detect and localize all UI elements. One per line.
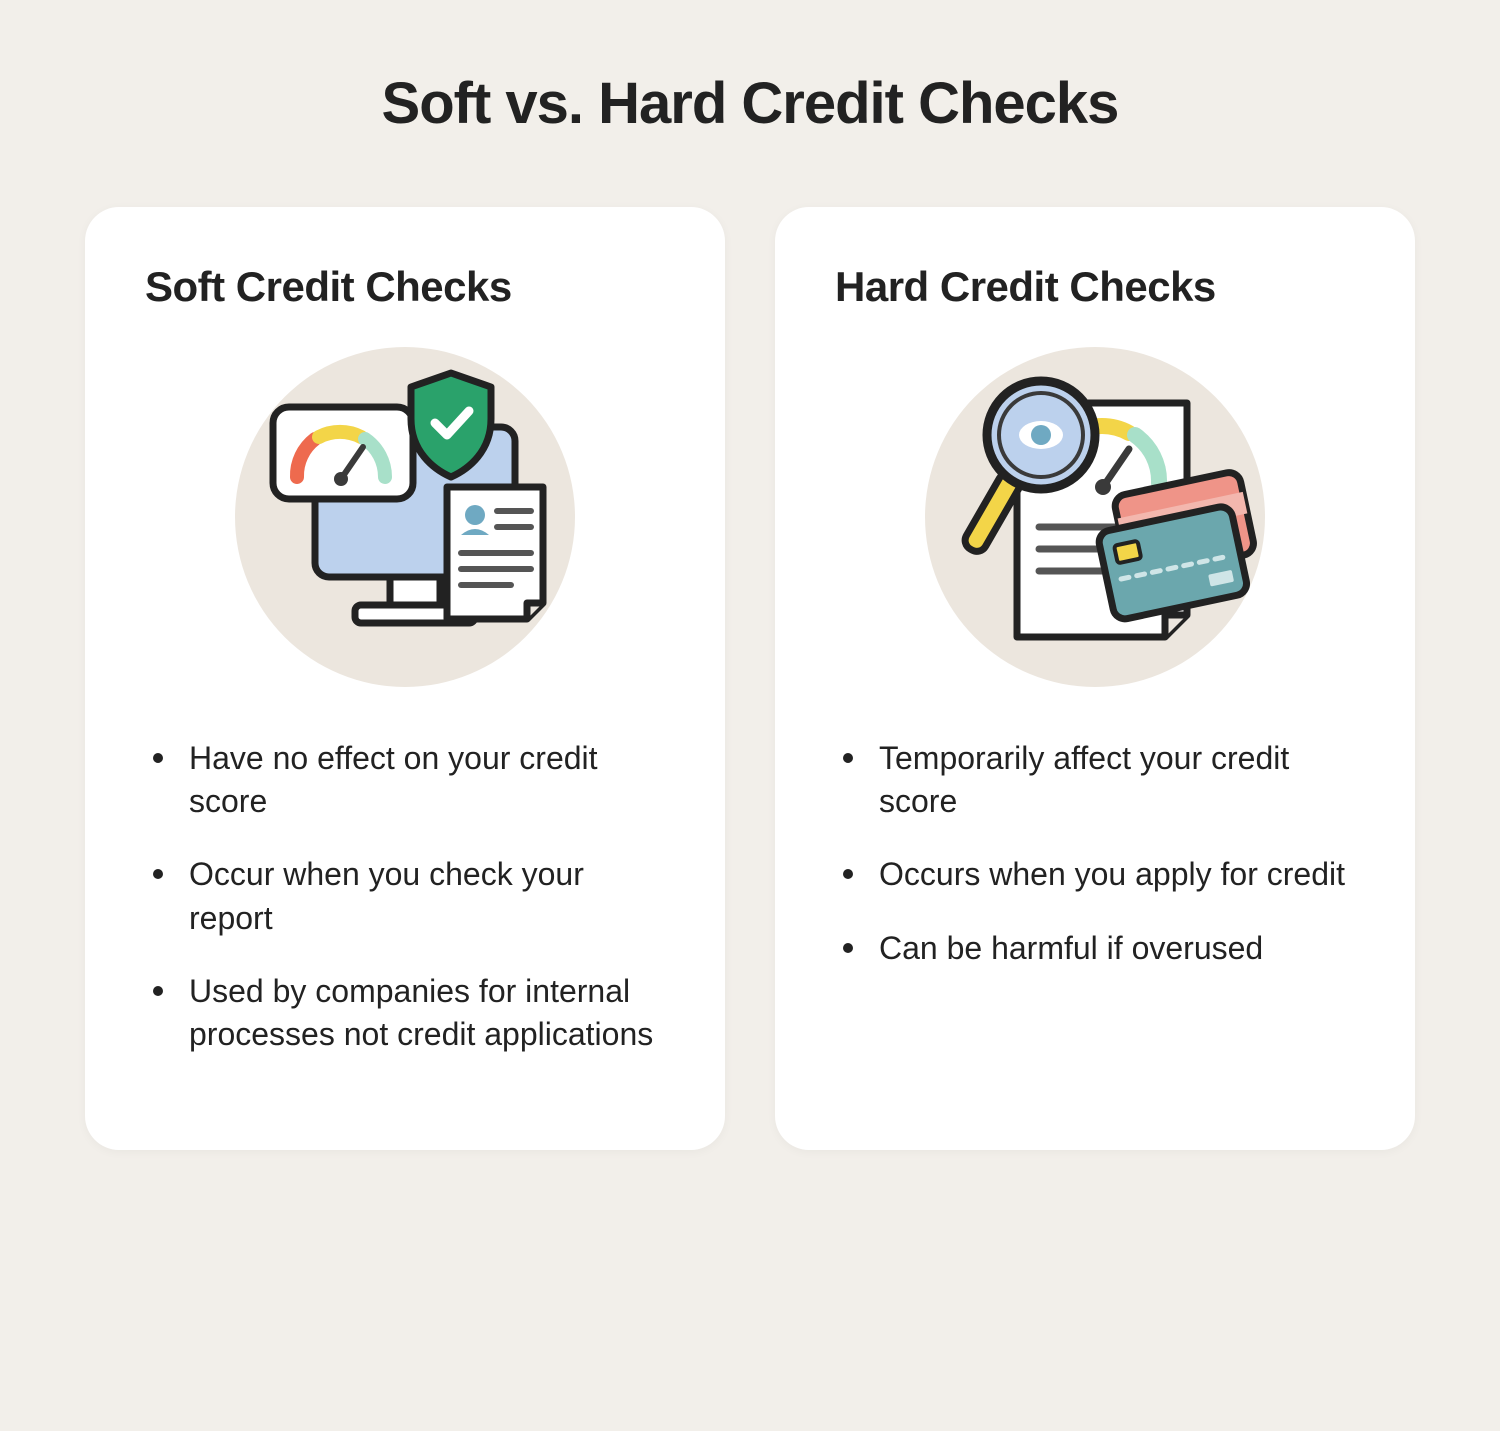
list-item: Temporarily affect your credit score — [879, 737, 1355, 823]
hard-check-illustration-icon — [925, 347, 1265, 687]
list-item: Occurs when you apply for credit — [879, 853, 1355, 896]
list-item: Occur when you check your report — [189, 853, 665, 939]
cards-row: Soft Credit Checks — [80, 207, 1420, 1150]
soft-bullets: Have no effect on your credit score Occu… — [145, 737, 665, 1056]
soft-illustration-wrap — [145, 347, 665, 687]
hard-bullets: Temporarily affect your credit score Occ… — [835, 737, 1355, 970]
list-item: Have no effect on your credit score — [189, 737, 665, 823]
list-item: Can be harmful if overused — [879, 927, 1355, 970]
soft-illustration-bg — [235, 347, 575, 687]
page-title: Soft vs. Hard Credit Checks — [80, 70, 1420, 137]
soft-check-illustration-icon — [235, 347, 575, 687]
soft-card-title: Soft Credit Checks — [145, 263, 665, 311]
hard-illustration-bg — [925, 347, 1265, 687]
list-item: Used by companies for internal processes… — [189, 970, 665, 1056]
hard-card: Hard Credit Checks — [775, 207, 1415, 1150]
soft-card: Soft Credit Checks — [85, 207, 725, 1150]
hard-illustration-wrap — [835, 347, 1355, 687]
hard-card-title: Hard Credit Checks — [835, 263, 1355, 311]
